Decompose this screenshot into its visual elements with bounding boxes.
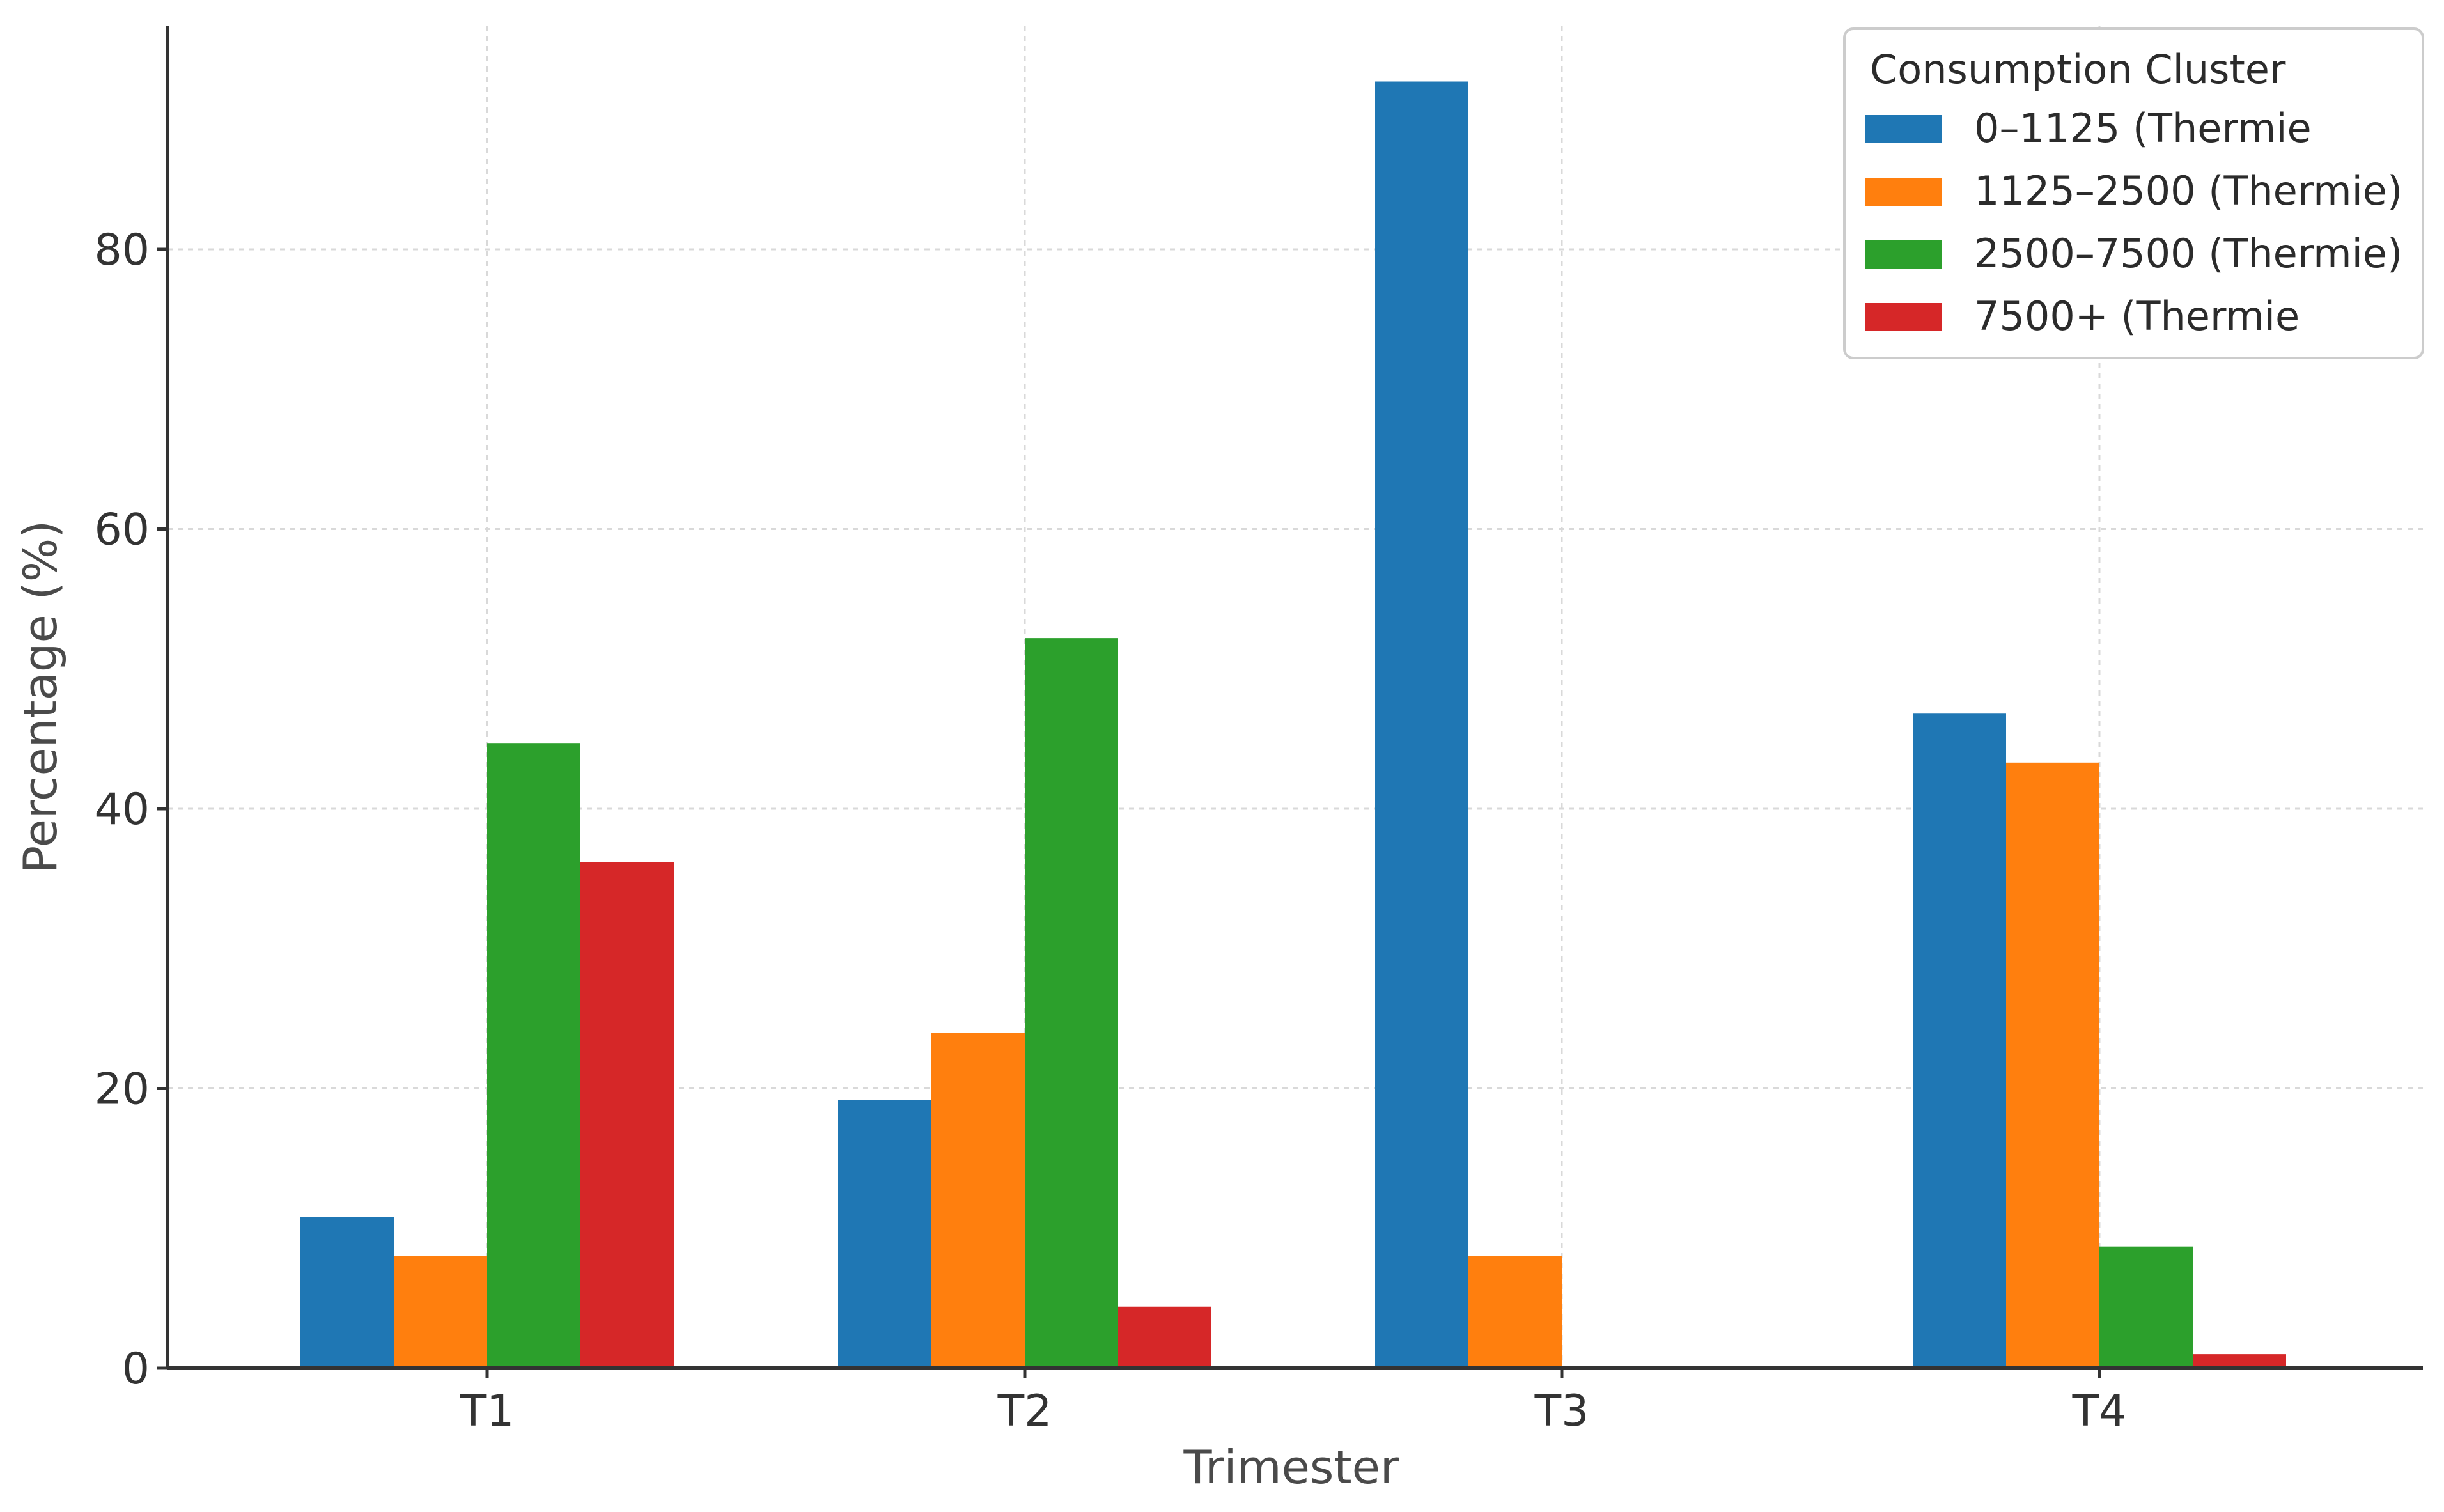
- bar-t4-series-3: [2099, 1246, 2193, 1368]
- legend-label: 2500–7500 (Thermie): [1974, 230, 2402, 277]
- legend-swatch: [1865, 115, 1942, 143]
- bar-t2-series-4: [1118, 1306, 1211, 1368]
- x-axis-title: Trimester: [1183, 1440, 1399, 1494]
- legend-label: 7500+ (Thermie: [1974, 293, 2300, 339]
- bars: [300, 81, 2286, 1368]
- legend-box: [1843, 27, 2424, 359]
- bar-t2-series-1: [838, 1100, 931, 1368]
- legend-label: 0–1125 (Thermie: [1974, 105, 2312, 152]
- bar-t3-series-2: [1468, 1256, 1562, 1368]
- y-ticks: 0 20 40 60 80: [94, 225, 167, 1394]
- y-tick-label: 0: [122, 1344, 150, 1394]
- y-tick-label: 80: [94, 225, 150, 276]
- legend-swatch: [1865, 178, 1942, 206]
- bar-t4-series-1: [1913, 713, 2006, 1368]
- x-tick-label: T2: [997, 1386, 1052, 1437]
- bar-t2-series-2: [931, 1033, 1025, 1368]
- legend-title: Consumption Cluster: [1870, 46, 2286, 93]
- x-ticks: T1 T2 T3 T4: [460, 1368, 2127, 1437]
- bar-t2-series-3: [1025, 638, 1118, 1368]
- y-tick-label: 60: [94, 505, 150, 556]
- bar-t1-series-4: [580, 862, 674, 1368]
- legend-label: 1125–2500 (Thermie): [1974, 168, 2402, 214]
- x-tick-label: T4: [2072, 1386, 2127, 1437]
- bar-t1-series-1: [300, 1217, 394, 1368]
- legend-swatch: [1865, 303, 1942, 331]
- y-tick-label: 20: [94, 1064, 150, 1115]
- bar-t3-series-1: [1375, 81, 1468, 1368]
- bar-t4-series-2: [2006, 762, 2099, 1368]
- x-tick-label: T3: [1534, 1386, 1589, 1437]
- legend-swatch: [1865, 240, 1942, 269]
- y-tick-label: 40: [94, 784, 150, 835]
- y-axis-title: Percentage (%): [13, 520, 67, 874]
- bar-t4-series-4: [2193, 1354, 2286, 1368]
- legend-items: 0–1125 (Thermie 1125–2500 (Thermie) 2500–7…: [1865, 105, 2402, 339]
- bar-t1-series-3: [487, 743, 580, 1368]
- x-tick-label: T1: [460, 1386, 515, 1437]
- legend: Consumption Cluster 0–1125 (Thermie 1125–…: [1843, 27, 2424, 359]
- bar-t1-series-2: [394, 1256, 487, 1368]
